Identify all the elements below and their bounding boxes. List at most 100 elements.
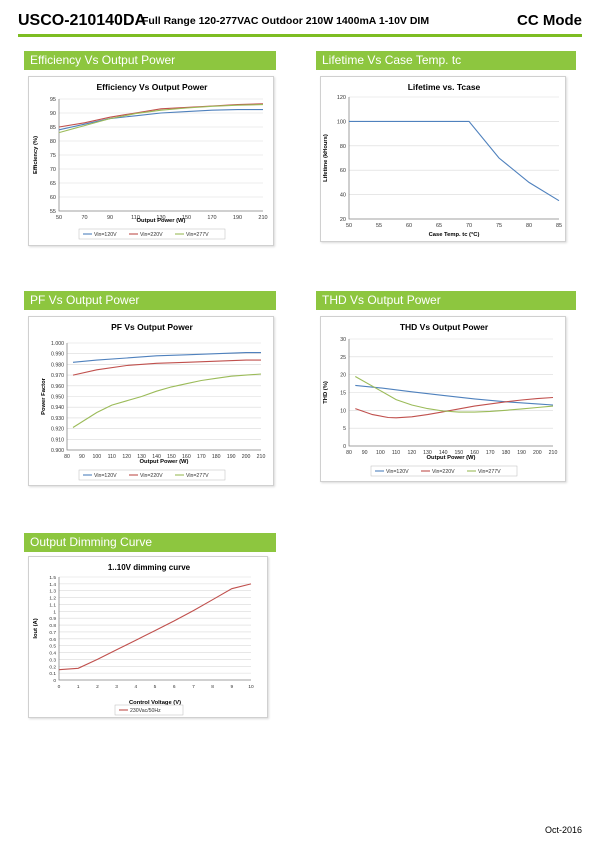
- x-tick-label: 180: [502, 450, 511, 456]
- series-line: [355, 396, 554, 419]
- model-number: USCO-210140DA: [18, 12, 147, 29]
- dimming-chart: 1..10V dimming curve 0 0.1 0.2 0.3 0.4 0.5 0.6 0…: [28, 556, 268, 718]
- series-line: [72, 373, 262, 428]
- x-tick-label: 130: [423, 450, 432, 456]
- x-tick-label: 55: [376, 223, 382, 229]
- x-tick-label: 110: [392, 450, 400, 456]
- x-tick-label: 80: [526, 223, 532, 229]
- x-tick-label: 160: [182, 454, 191, 460]
- y-tick-label: 0: [343, 444, 346, 450]
- chart-title: Efficiency Vs Output Power: [97, 82, 209, 92]
- y-tick-label: 1.3: [49, 589, 56, 595]
- x-axis-label: Case Temp. tc (°C): [429, 232, 480, 238]
- chart-title: PF Vs Output Power: [111, 322, 193, 332]
- y-axis-label: Efficiency (%): [33, 136, 39, 174]
- y-tick-label: 0.6: [49, 637, 56, 643]
- x-tick-label: 150: [182, 215, 191, 221]
- x-tick-label: 70: [81, 215, 87, 221]
- y-tick-label: 85: [50, 125, 56, 131]
- y-tick-label: 1.5: [49, 575, 56, 581]
- chart-title: Lifetime vs. Tcase: [408, 82, 481, 92]
- x-tick-label: 65: [436, 223, 442, 229]
- x-tick-label: 75: [496, 223, 502, 229]
- x-tick-label: 90: [79, 454, 85, 460]
- section-dimming-rule: [24, 551, 276, 552]
- y-tick-label: 10: [340, 408, 346, 414]
- x-tick-label: 150: [455, 450, 464, 456]
- chart-title: 1..10V dimming curve: [108, 563, 191, 572]
- axis-lines: [58, 99, 263, 212]
- y-tick-label: 0.8: [49, 623, 56, 629]
- x-axis-label: Output Power (W): [137, 218, 186, 224]
- page-header: USCO-210140DA Full Range 120-277VAC Outd…: [18, 12, 582, 34]
- x-tick-label: 1: [77, 684, 80, 690]
- section-pf: PF Vs Output Power: [24, 291, 276, 309]
- y-tick-label: 0.9: [49, 616, 56, 622]
- x-tick-label: 120: [407, 450, 416, 456]
- legend-label: Vin=220V: [432, 469, 455, 475]
- y-tick-label: 0.5: [49, 644, 56, 650]
- y-tick-label: 80: [340, 144, 346, 150]
- x-tick-label: 100: [376, 450, 385, 456]
- y-tick-label: 0.910: [51, 437, 64, 443]
- y-tick-label: 0.900: [51, 448, 64, 454]
- x-tick-label: 200: [533, 450, 542, 456]
- y-tick-label: 55: [50, 209, 56, 215]
- y-axis-label: Power Factor: [41, 377, 47, 414]
- y-tick-label: 0.7: [49, 630, 56, 636]
- legend-label: Vin=220V: [140, 232, 163, 238]
- x-tick-label: 190: [227, 454, 236, 460]
- x-tick-label: 210: [257, 454, 266, 460]
- legend-label: Vin=277V: [478, 469, 501, 475]
- legend-label: Vin=120V: [94, 232, 117, 238]
- x-tick-label: 210: [549, 450, 558, 456]
- y-axis-label: Lifetime (kHours): [323, 134, 329, 182]
- product-subtitle: Full Range 120-277VAC Outdoor 210W 1400m…: [142, 15, 430, 27]
- thd-chart: THD Vs Output Power 0 5 10 15 20 25 30 80 90 100 11…: [320, 316, 566, 482]
- axis-lines: [58, 577, 251, 681]
- section-efficiency: Efficiency Vs Output Power: [24, 51, 276, 69]
- series-line: [58, 104, 264, 134]
- legend-label: Vin=220V: [140, 473, 163, 479]
- y-tick-label: 0.920: [51, 427, 64, 433]
- axis-lines: [348, 97, 559, 220]
- y-tick-label: 70: [50, 167, 56, 173]
- x-axis-label: Output Power (W): [427, 455, 476, 461]
- y-tick-label: 120: [337, 95, 346, 101]
- legend-label: 230Vac/50Hz: [130, 708, 161, 714]
- x-tick-label: 150: [167, 454, 176, 460]
- y-tick-label: 30: [340, 337, 346, 343]
- x-tick-label: 140: [152, 454, 161, 460]
- x-tick-label: 2: [96, 684, 99, 690]
- legend-label: Vin=277V: [186, 232, 209, 238]
- x-tick-label: 80: [64, 454, 70, 460]
- y-tick-label: 75: [50, 153, 56, 159]
- x-tick-label: 85: [556, 223, 562, 229]
- y-tick-label: 1.2: [49, 596, 56, 602]
- x-tick-label: 160: [470, 450, 479, 456]
- mode-label: CC Mode: [517, 12, 582, 29]
- x-tick-label: 10: [248, 684, 254, 690]
- x-tick-label: 7: [192, 684, 195, 690]
- x-tick-label: 210: [258, 215, 267, 221]
- series-line: [58, 109, 263, 131]
- x-tick-label: 50: [56, 215, 62, 221]
- legend-label: Vin=277V: [186, 473, 209, 479]
- section-thd-rule: [316, 309, 576, 310]
- y-tick-label: 25: [340, 355, 346, 361]
- y-tick-label: 1: [53, 609, 56, 615]
- x-tick-label: 6: [173, 684, 176, 690]
- y-tick-label: 60: [340, 168, 346, 174]
- y-tick-label: 0.1: [49, 671, 56, 677]
- y-axis-label: Iout (A): [33, 618, 39, 638]
- y-tick-label: 60: [50, 195, 56, 201]
- y-tick-label: 5: [343, 426, 346, 432]
- x-tick-label: 90: [362, 450, 368, 456]
- axis-lines: [66, 343, 261, 451]
- series-line: [349, 120, 560, 202]
- section-lifetime-rule: [316, 69, 576, 70]
- x-tick-label: 4: [134, 684, 137, 690]
- y-tick-label: 1.000: [51, 341, 64, 347]
- x-tick-label: 3: [115, 684, 118, 690]
- legend-box: [78, 228, 226, 240]
